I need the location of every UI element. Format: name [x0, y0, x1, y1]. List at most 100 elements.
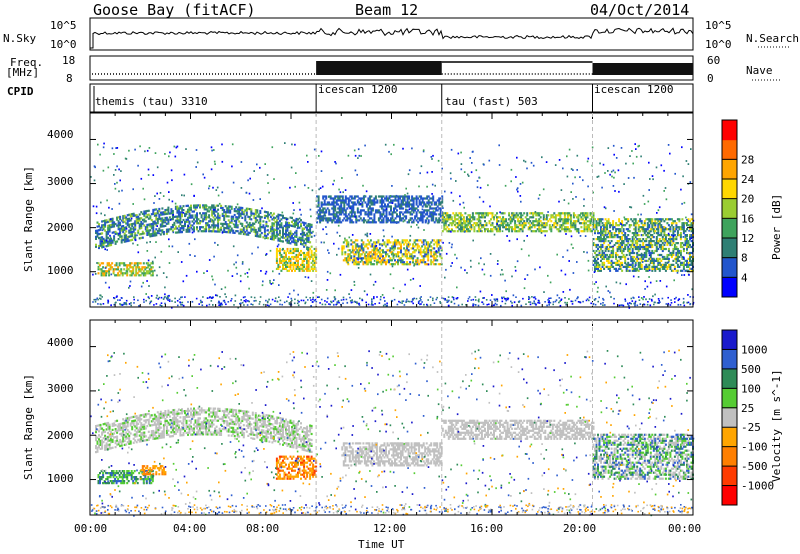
power-cell [370, 209, 373, 212]
power-cell [499, 216, 501, 219]
power-cell [682, 243, 685, 247]
power-cell [120, 235, 123, 238]
power-cell [459, 226, 462, 229]
power-cell [360, 239, 363, 242]
power-cell [114, 264, 117, 267]
power-cell [212, 228, 215, 231]
power-cell [616, 236, 619, 239]
power-cell [128, 286, 130, 289]
power-cell [581, 222, 584, 225]
power-cell [236, 212, 239, 215]
power-cell [107, 232, 110, 235]
power-cell [259, 198, 261, 200]
power-cell [104, 225, 107, 228]
power-cell [658, 220, 661, 223]
power-cell [425, 247, 428, 250]
power-cell [108, 206, 110, 209]
power-cell [360, 245, 363, 248]
power-cell [480, 230, 483, 233]
power-cell [129, 235, 132, 238]
power-cell [346, 217, 349, 220]
power-cell [447, 230, 450, 233]
power-cell [309, 233, 312, 236]
power-cell [344, 195, 347, 198]
power-cell [309, 255, 312, 259]
power-cell [675, 228, 678, 231]
power-cell [585, 222, 587, 225]
power-cell [137, 251, 140, 254]
power-cell [408, 219, 411, 222]
power-cell [628, 263, 631, 266]
power-cell [559, 230, 562, 233]
power-cell [332, 197, 335, 200]
power-cell [678, 251, 681, 255]
power-cell [542, 214, 545, 217]
power-cell [533, 212, 536, 215]
power-cell [326, 279, 329, 281]
power-cell [183, 194, 185, 197]
power-cell [351, 247, 354, 250]
power-cell [362, 209, 364, 212]
power-cell [520, 218, 523, 221]
power-cell [156, 166, 159, 169]
power-cell [637, 269, 640, 272]
power-cell [419, 239, 422, 242]
power-cell [625, 228, 628, 231]
power-cell [679, 226, 682, 229]
power-cell [117, 226, 120, 229]
power-cell [331, 201, 334, 204]
power-cell [421, 259, 424, 262]
power-cell [669, 218, 672, 221]
power-cell [90, 176, 92, 178]
power-cell [351, 245, 354, 248]
power-cell [187, 216, 189, 219]
power-cell [673, 238, 676, 241]
power-cell [250, 214, 253, 217]
power-cell [165, 228, 168, 231]
power-cell [303, 265, 306, 268]
power-cell [401, 263, 404, 266]
power-cell [615, 242, 618, 245]
power-cell [465, 216, 468, 219]
power-cell [212, 222, 215, 225]
power-cell [282, 216, 284, 219]
power-cell [673, 247, 676, 251]
power-cell [675, 226, 678, 229]
power-cell [666, 222, 669, 225]
power-cell [250, 208, 253, 211]
power-cell [625, 243, 628, 247]
power-cell [266, 225, 269, 228]
power-cell [169, 219, 172, 221]
power-cell [269, 215, 272, 219]
power-cell [155, 218, 158, 221]
power-cell [497, 228, 500, 231]
power-cell [245, 213, 248, 216]
power-cell [372, 247, 375, 250]
power-cell [184, 220, 186, 223]
power-cell [347, 253, 350, 256]
power-cell [597, 265, 599, 268]
power-cell [670, 263, 673, 266]
power-cell [188, 206, 191, 209]
power-cell [322, 211, 325, 214]
power-cell [476, 224, 479, 227]
power-cell [373, 215, 376, 218]
power-cell [359, 245, 362, 248]
power-cell [301, 261, 304, 264]
power-cell [603, 236, 606, 239]
power-cell [282, 263, 284, 266]
power-cell [108, 240, 111, 243]
power-cell [283, 259, 286, 262]
power-cell [210, 168, 213, 171]
power-cell [637, 249, 640, 253]
power-cell [398, 241, 401, 244]
power-cell [105, 219, 108, 222]
power-cell [356, 173, 358, 176]
power-cell [306, 234, 309, 237]
power-cell [405, 215, 408, 218]
power-cell [292, 239, 295, 242]
power-cell [285, 221, 287, 224]
power-cell [450, 148, 453, 151]
power-cell [310, 231, 313, 234]
power-cell [424, 209, 427, 212]
